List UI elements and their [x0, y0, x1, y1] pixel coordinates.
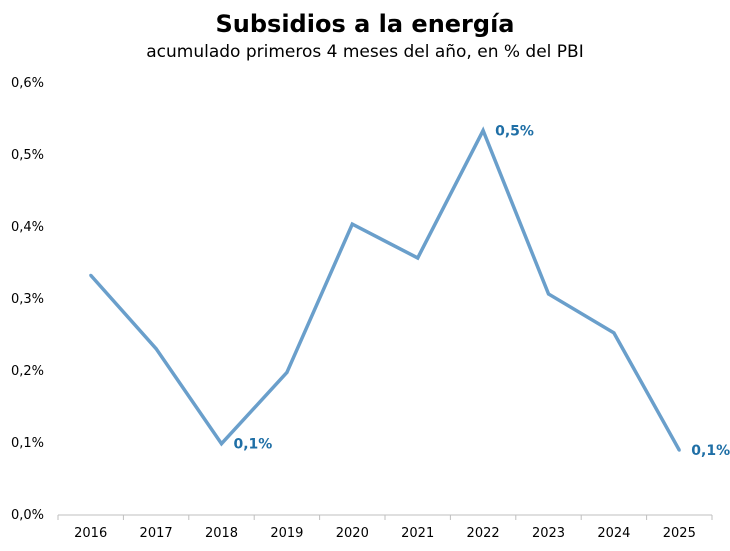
data-point: [89, 273, 93, 277]
data-point: [677, 448, 681, 452]
x-tick-label: 2017: [140, 526, 173, 541]
chart-subtitle: acumulado primeros 4 meses del año, en %…: [146, 42, 584, 62]
x-axis-labels: 2016 2017 2018 2019 2020 2021 2022 2023 2024 2025: [74, 526, 696, 541]
y-axis-labels: 0,0% 0,1% 0,2% 0,3% 0,4% 0,5% 0,6%: [11, 76, 44, 523]
x-tick-label: 2024: [597, 526, 630, 541]
y-tick-label: 0,1%: [11, 436, 44, 451]
y-tick-label: 0,3%: [11, 292, 44, 307]
x-tick-label: 2018: [205, 526, 238, 541]
y-tick-label: 0,2%: [11, 364, 44, 379]
x-tick-label: 2022: [467, 526, 500, 541]
x-tick-label: 2019: [270, 526, 303, 541]
x-tick-label: 2025: [663, 526, 696, 541]
x-tick-label: 2023: [532, 526, 565, 541]
y-tick-label: 0,0%: [11, 508, 44, 523]
data-point: [547, 292, 550, 296]
y-tick-label: 0,4%: [11, 220, 44, 235]
chart-title: Subsidios a la energía: [215, 10, 515, 38]
data-point: [154, 347, 158, 351]
y-tick-label: 0,5%: [11, 148, 44, 163]
x-tick-label: 2021: [401, 526, 434, 541]
x-axis-ticks: [57, 515, 713, 520]
y-tick-label: 0,6%: [11, 76, 44, 91]
series-line: [89, 126, 681, 452]
data-point: [416, 256, 420, 260]
x-tick-label: 2016: [74, 526, 107, 541]
data-point: [285, 370, 289, 374]
data-point: [481, 129, 485, 133]
data-point: [350, 222, 354, 226]
data-point: [220, 442, 223, 446]
series-group: [89, 126, 681, 452]
data-labels: 0,1% 0,5% 0,1%: [234, 124, 730, 460]
data-label: 0,1%: [234, 437, 273, 453]
data-label: 0,5%: [495, 124, 534, 140]
data-label: 0,1%: [691, 443, 730, 459]
data-point: [612, 331, 616, 335]
x-tick-label: 2020: [336, 526, 369, 541]
